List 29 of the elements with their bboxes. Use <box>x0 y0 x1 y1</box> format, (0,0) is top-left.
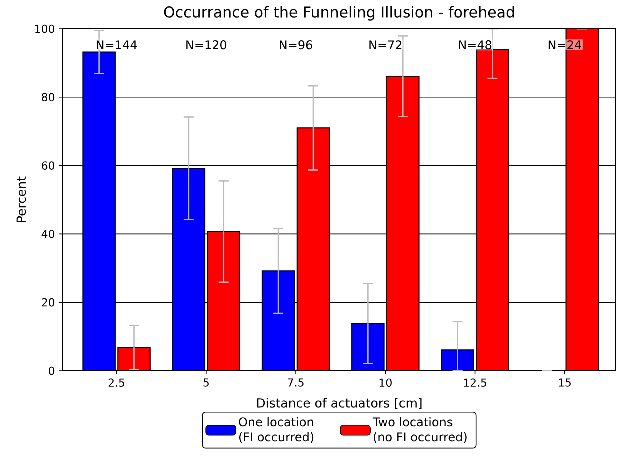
x-tick-label: 7.5 <box>288 378 304 387</box>
y-axis-title: Percent <box>16 176 26 222</box>
bar <box>297 128 330 371</box>
y-tick-label: 100 <box>36 24 55 34</box>
x-tick-label: 15 <box>559 378 571 387</box>
legend-label: Two locations (no FI occurred) <box>372 417 467 444</box>
y-tick-label: 20 <box>42 298 55 307</box>
x-tick-label: 5 <box>204 378 209 387</box>
y-tick-label: 40 <box>42 230 55 238</box>
x-tick-label: 10 <box>380 378 392 388</box>
bar <box>208 232 240 371</box>
y-tick-label: 60 <box>42 162 55 170</box>
bar <box>172 168 206 371</box>
x-tick-label: 12.5 <box>464 378 487 388</box>
annotation: N=144 <box>96 40 138 50</box>
annotation: N=48 <box>459 40 492 50</box>
annotation: N=120 <box>186 40 227 50</box>
annotation: N=96 <box>280 40 312 50</box>
x-tick-label: 2.5 <box>108 378 125 388</box>
x-axis-title: Distance of actuators [cm] <box>257 398 422 410</box>
y-tick-label: 0 <box>49 366 55 376</box>
legend-label: One location (FI occurred) <box>239 417 314 444</box>
bar <box>83 52 116 371</box>
chart-title: Occurrance of the Funneling Illusion - forehead <box>164 6 514 21</box>
annotation: N=24 <box>548 40 582 50</box>
y-tick-label: 80 <box>42 93 55 102</box>
bar <box>387 76 420 371</box>
bar <box>262 271 295 371</box>
annotation: N=72 <box>370 40 402 50</box>
